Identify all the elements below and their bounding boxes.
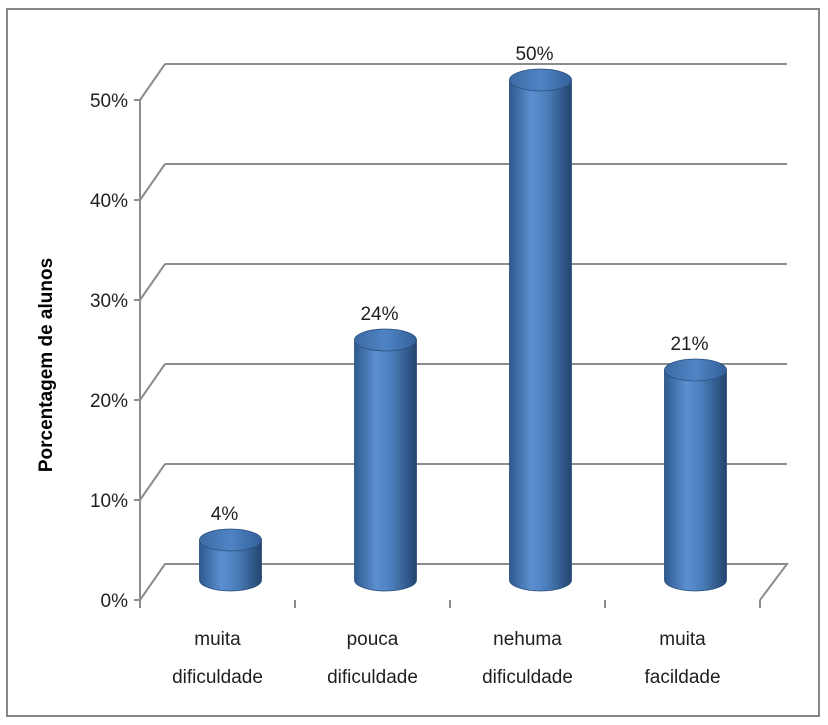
bar xyxy=(199,528,262,592)
y-tick-label: 30% xyxy=(90,291,128,312)
data-label: 4% xyxy=(211,504,239,525)
gridline-depth xyxy=(139,463,166,501)
y-tick-label: 20% xyxy=(90,391,128,412)
y-axis-label: Porcentagem de alunos xyxy=(36,258,57,472)
gridline-depth xyxy=(139,263,166,301)
y-tick-label: 40% xyxy=(90,191,128,212)
y-tick-label: 0% xyxy=(101,591,129,612)
y-tick-label: 10% xyxy=(90,491,128,512)
bar xyxy=(354,328,417,592)
bar xyxy=(509,68,572,592)
data-label: 50% xyxy=(515,44,553,65)
gridline-depth xyxy=(139,363,166,401)
gridline-depth xyxy=(139,163,166,201)
bar xyxy=(664,358,727,592)
chart-floor xyxy=(139,563,789,601)
x-category-label: muita dificuldade xyxy=(172,629,263,688)
gridline-depth xyxy=(139,63,166,101)
x-category-label: nehuma dificuldade xyxy=(482,629,573,688)
x-category-label: pouca dificuldade xyxy=(327,629,418,688)
data-label: 24% xyxy=(360,304,398,325)
data-label: 21% xyxy=(670,334,708,355)
x-category-label: muita facildade xyxy=(644,629,720,688)
y-tick-label: 50% xyxy=(90,91,128,112)
